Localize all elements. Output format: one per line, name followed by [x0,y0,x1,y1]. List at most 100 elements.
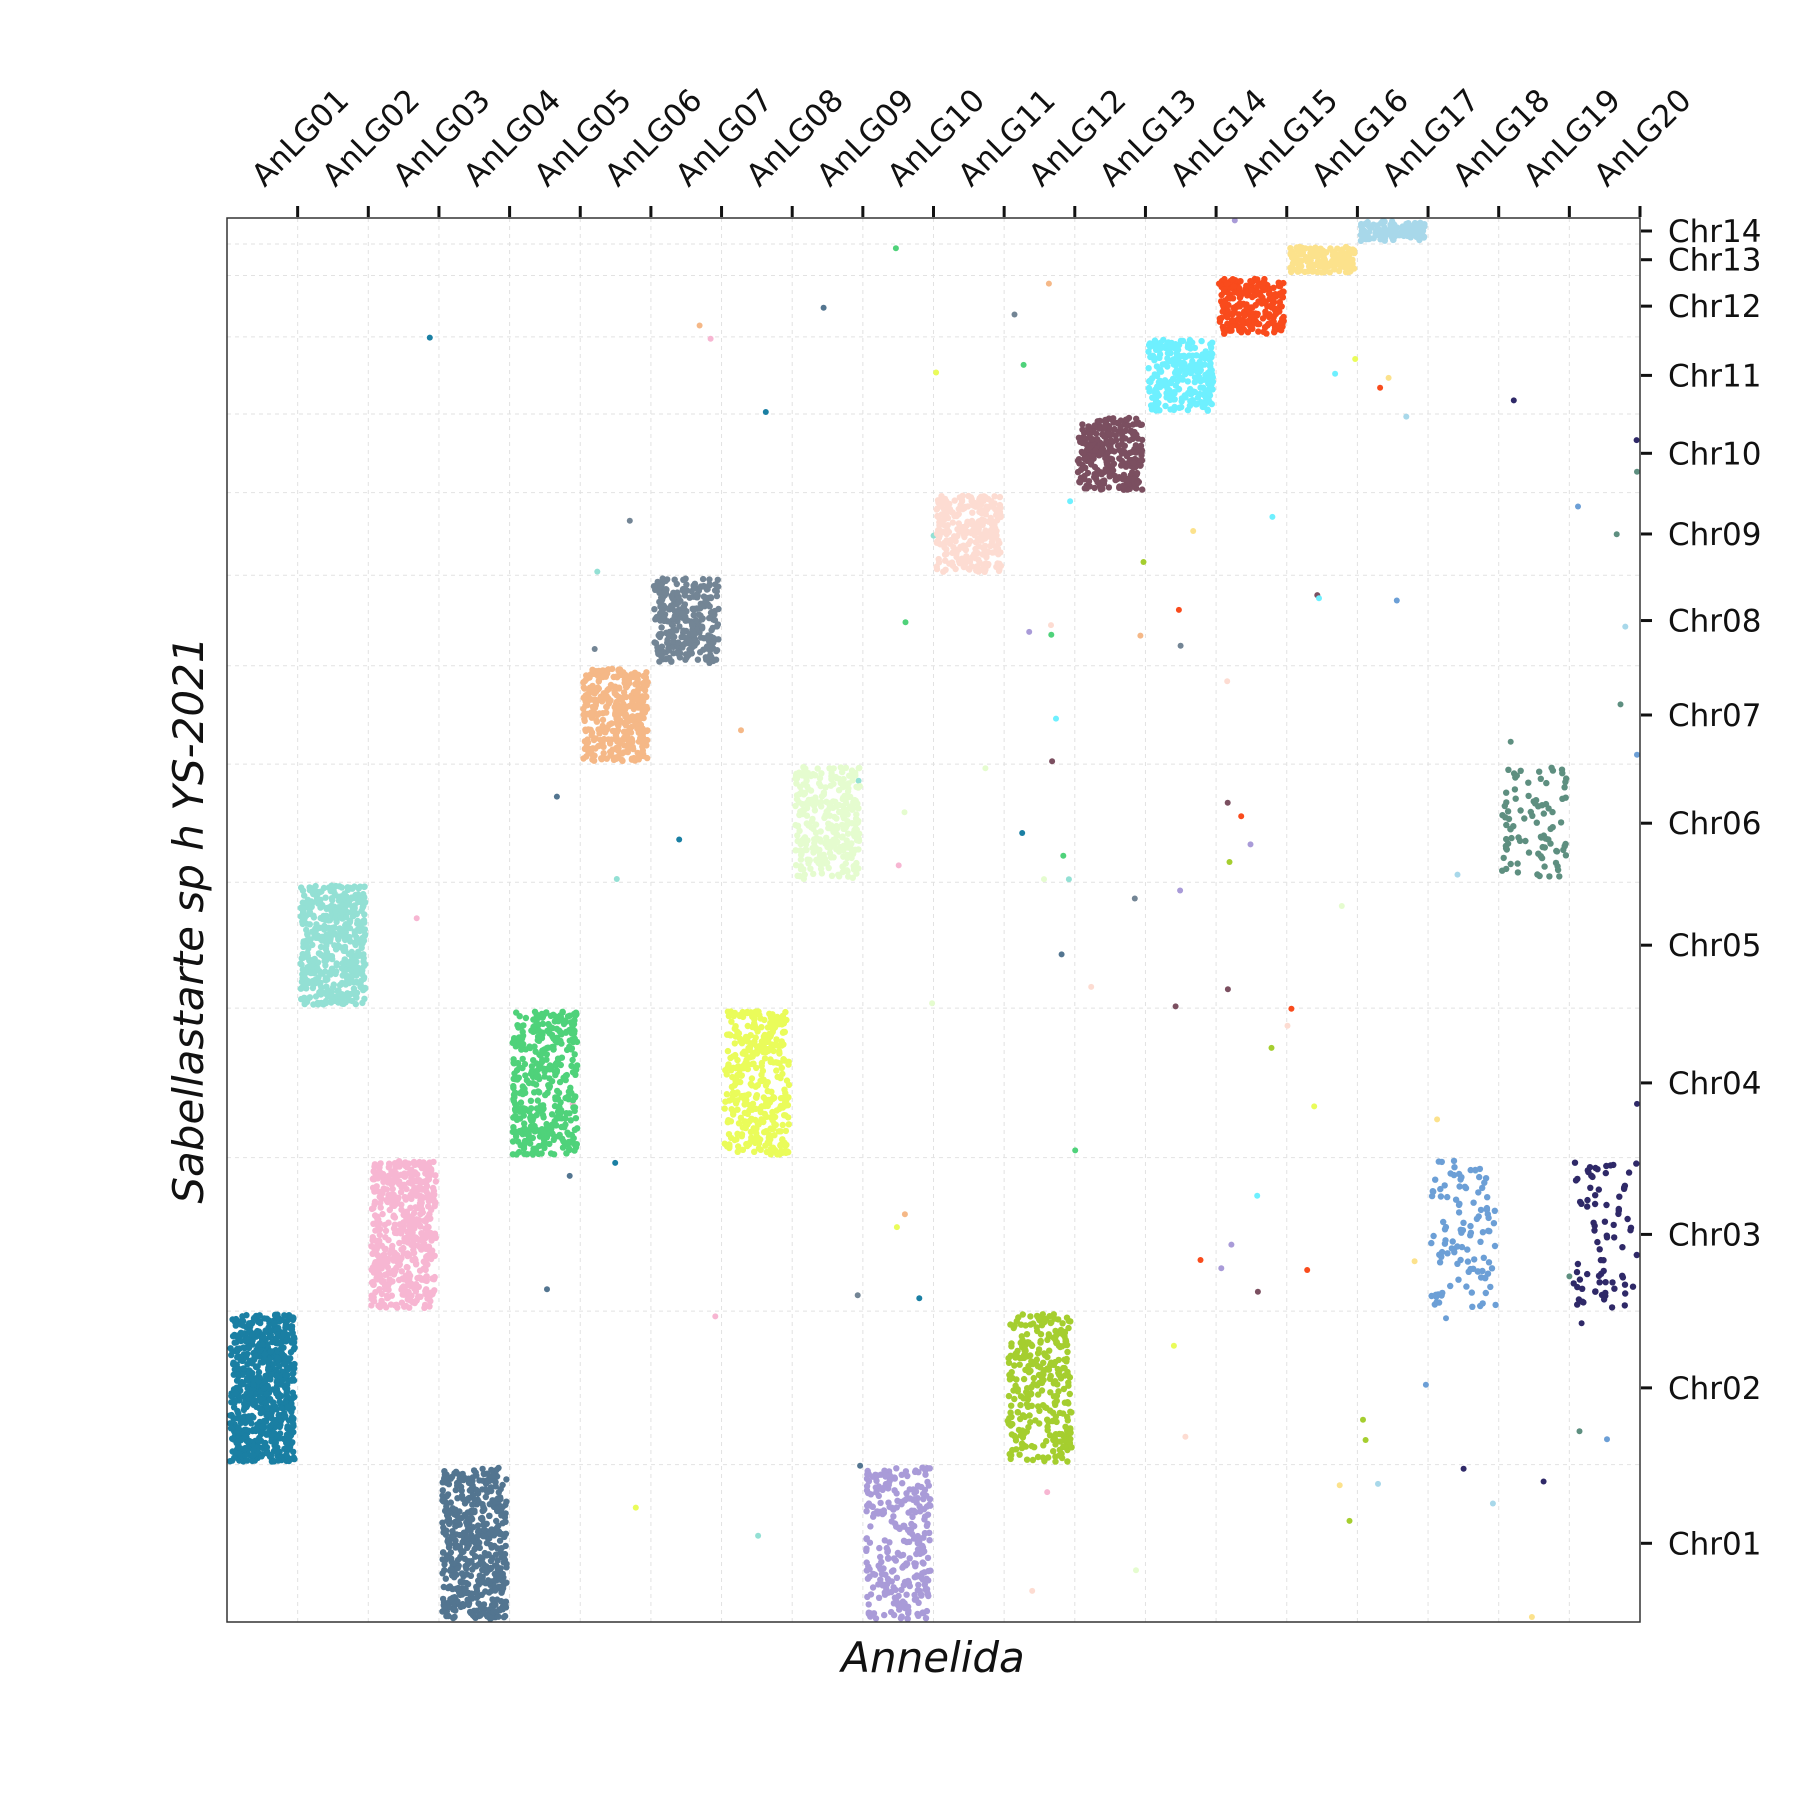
data-point [797,840,804,848]
data-point [872,1615,880,1622]
data-point [965,565,972,572]
data-point [688,620,696,628]
data-point [571,1147,578,1154]
data-point [353,994,360,1001]
data-point [901,809,908,816]
data-point [851,827,858,834]
data-point [338,884,345,891]
data-point [406,1224,414,1231]
data-point [762,409,769,415]
data-point [592,696,599,703]
data-point [314,959,322,966]
data-point [1027,1367,1034,1375]
data-point [240,1365,247,1372]
data-point [396,1163,403,1170]
series-AnLG02-Chr05 [297,532,1072,1539]
data-point [1170,1342,1177,1349]
data-point [595,742,602,750]
data-point [361,883,368,891]
data-point [252,1353,259,1360]
data-point [253,1363,261,1370]
data-point [264,1450,271,1457]
data-point [727,1134,735,1142]
data-point [742,1033,750,1041]
data-point [259,1359,266,1366]
data-point [612,732,620,739]
data-point [333,918,340,925]
data-point [257,1409,264,1417]
data-point [762,1096,769,1103]
data-point [699,615,706,622]
data-point [237,1329,245,1337]
data-point [803,799,811,806]
data-point [749,1053,756,1060]
data-point [839,794,847,802]
data-point [244,1361,251,1368]
data-point [531,1043,538,1050]
data-point [493,1608,501,1615]
data-point [515,1148,523,1156]
data-point [424,1229,431,1237]
data-point [655,650,662,657]
data-point [513,1009,520,1016]
data-point [549,1033,556,1040]
data-point [422,1170,429,1177]
data-point [273,1335,280,1343]
data-point [413,915,420,922]
data-point [590,689,597,696]
data-point [910,1496,917,1504]
data-point [776,1014,783,1022]
data-point [571,1126,579,1134]
data-point [458,1570,466,1577]
data-point [424,1252,431,1259]
data-point [1052,1413,1060,1420]
data-point [270,1361,277,1368]
data-point [730,1053,737,1060]
data-point [414,1235,421,1243]
data-point [322,997,330,1005]
data-point [256,1347,264,1354]
data-point [846,772,853,779]
data-point [879,1582,886,1589]
data-point [267,1376,274,1383]
data-point [1067,1318,1074,1325]
data-point [570,1104,577,1111]
data-point [278,1404,285,1412]
data-point [877,1499,884,1507]
data-point [459,1539,466,1546]
data-point [474,1528,482,1536]
data-point [440,1549,447,1556]
scatter-points [226,217,1641,1623]
data-point [611,690,618,697]
data-point [346,924,354,932]
data-point [912,1595,920,1603]
data-point [468,1485,475,1493]
data-point [247,1390,254,1397]
data-point [979,562,987,569]
data-point [543,1051,550,1058]
data-point [324,986,331,994]
data-point [400,1244,407,1252]
data-point [897,1615,905,1622]
data-point [381,1251,388,1258]
data-point [239,1414,246,1421]
data-point [650,583,658,590]
data-point [603,725,611,732]
data-point [491,1601,498,1608]
data-point [232,1389,240,1397]
data-point [479,1560,486,1567]
data-point [685,651,692,659]
data-point [609,665,616,673]
data-point [473,1472,480,1479]
data-point [742,1124,749,1132]
data-point [969,553,976,561]
data-point [502,1542,509,1550]
data-point [598,755,605,762]
data-point [262,1372,269,1380]
data-point [594,568,601,575]
data-point [351,931,358,938]
data-point [803,783,811,790]
grid-lines [227,218,1640,1622]
data-point [275,1457,282,1464]
